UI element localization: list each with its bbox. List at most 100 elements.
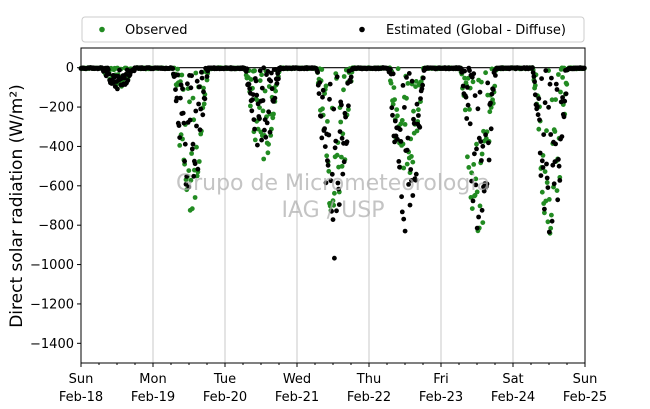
data-point (488, 100, 493, 106)
data-point (196, 84, 202, 90)
data-point (416, 113, 421, 118)
data-point (202, 96, 208, 102)
data-point (402, 105, 407, 110)
data-point (262, 127, 267, 133)
data-point (465, 75, 471, 81)
data-point (400, 83, 406, 88)
data-point (531, 74, 537, 79)
data-point (399, 194, 404, 200)
data-point (483, 132, 488, 138)
data-point (549, 212, 554, 218)
x-tick-label: Thu (356, 372, 381, 387)
data-point (117, 67, 122, 73)
data-point (248, 77, 254, 82)
data-point (388, 66, 393, 72)
data-point (472, 151, 477, 157)
data-point (257, 105, 262, 110)
data-point (260, 98, 266, 103)
data-point (105, 67, 111, 72)
data-point (194, 173, 200, 179)
data-point (486, 157, 492, 163)
data-point (542, 100, 548, 106)
data-point (413, 79, 419, 84)
data-point (544, 161, 549, 167)
data-point (408, 167, 414, 172)
x-tick-label: Feb-18 (59, 390, 103, 405)
data-point (404, 75, 409, 80)
data-point (270, 115, 276, 121)
data-point (182, 158, 188, 164)
data-point (402, 122, 408, 127)
data-point (334, 152, 340, 158)
watermark-line-2: IAG / USP (282, 198, 385, 223)
data-point (332, 190, 337, 196)
data-point (175, 66, 181, 72)
y-tick-label: −1400 (30, 337, 74, 352)
data-point (463, 94, 469, 100)
legend-frame (81, 16, 585, 43)
data-point (548, 225, 554, 231)
x-tick-label: Fri (433, 372, 449, 387)
data-point (257, 68, 263, 74)
data-point (479, 151, 485, 157)
data-point (560, 95, 565, 100)
data-point (189, 206, 195, 212)
data-point (481, 188, 487, 194)
data-point (324, 153, 330, 159)
data-point (263, 134, 269, 140)
data-point (462, 75, 467, 81)
data-point (472, 93, 478, 98)
data-point (546, 197, 552, 202)
data-point (465, 85, 470, 90)
data-point (190, 95, 196, 101)
data-point (259, 72, 264, 78)
data-point (406, 71, 412, 76)
data-point (341, 74, 347, 79)
x-tick-label: Feb-22 (347, 390, 391, 405)
data-point (194, 144, 199, 150)
data-point (320, 94, 325, 100)
data-point (541, 132, 547, 138)
data-point (198, 106, 204, 112)
data-point (339, 154, 344, 160)
data-point (404, 161, 410, 167)
data-point (195, 166, 201, 172)
data-point (196, 101, 202, 107)
data-point (401, 165, 407, 171)
data-point (187, 99, 192, 105)
data-point (478, 139, 484, 144)
data-point (316, 91, 322, 96)
data-point (418, 96, 423, 101)
data-point (186, 184, 192, 190)
y-tick-label: −600 (38, 179, 74, 194)
data-point (404, 147, 410, 153)
x-tick-label: Sun (69, 372, 94, 387)
data-point (532, 79, 537, 85)
data-point (269, 70, 274, 76)
y-axis-label: Direct solar radiation (W/m²) (7, 84, 27, 328)
data-point (330, 217, 336, 223)
x-axis: Sun Feb-18 Mon Feb-19 Tue Feb-20 Wed Feb-21 Thu F… (59, 363, 607, 405)
data-point (479, 207, 485, 213)
data-point (170, 66, 176, 71)
data-point (197, 127, 203, 133)
data-point (539, 76, 544, 81)
data-point (332, 145, 338, 151)
data-point (125, 78, 131, 83)
data-point (467, 68, 472, 73)
data-point (337, 129, 343, 135)
data-point (553, 81, 559, 87)
data-point (562, 98, 568, 104)
data-point (549, 218, 555, 224)
y-tick-label: 0 (66, 61, 74, 76)
data-point (179, 72, 185, 78)
data-point (199, 75, 205, 81)
data-point (319, 67, 325, 72)
legend-marker-observed (99, 26, 105, 33)
data-point (414, 128, 420, 134)
data-point (339, 102, 344, 108)
data-point (409, 78, 415, 84)
data-point (532, 83, 538, 88)
data-point (249, 108, 255, 114)
data-point (323, 180, 329, 186)
